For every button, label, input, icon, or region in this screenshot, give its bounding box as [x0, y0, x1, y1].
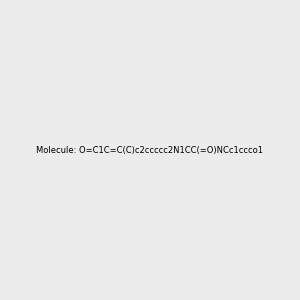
Text: Molecule: O=C1C=C(C)c2ccccc2N1CC(=O)NCc1ccco1: Molecule: O=C1C=C(C)c2ccccc2N1CC(=O)NCc1…: [37, 146, 263, 154]
